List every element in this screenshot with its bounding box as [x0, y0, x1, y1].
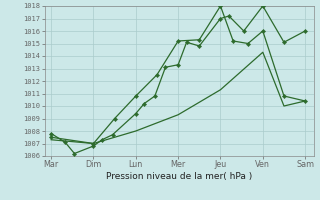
X-axis label: Pression niveau de la mer( hPa ): Pression niveau de la mer( hPa ) [106, 172, 252, 181]
